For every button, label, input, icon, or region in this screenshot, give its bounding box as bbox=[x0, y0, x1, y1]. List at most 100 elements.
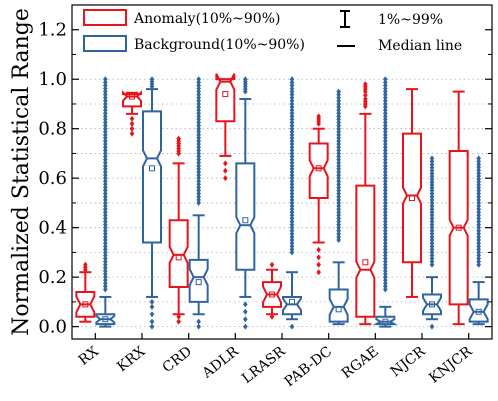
outlier-point bbox=[383, 218, 388, 225]
y-tick-label: 0.0 bbox=[38, 317, 67, 338]
outlier-point bbox=[336, 199, 341, 206]
outlier-point bbox=[336, 212, 341, 219]
legend: Anomaly(10%~90%) Background(10%~90%) 1%~… bbox=[83, 9, 462, 54]
outlier-point bbox=[383, 159, 388, 166]
outlier-point bbox=[383, 169, 388, 175]
outlier-point bbox=[383, 193, 388, 200]
outlier-point bbox=[289, 147, 295, 154]
outlier-point bbox=[336, 224, 341, 231]
outlier-point bbox=[476, 212, 481, 219]
outlier-point bbox=[223, 175, 228, 182]
outlier-point bbox=[196, 196, 201, 203]
outlier-point bbox=[336, 128, 341, 135]
outlier-point bbox=[289, 119, 295, 126]
outlier-point bbox=[103, 187, 108, 194]
outlier-point bbox=[383, 199, 388, 206]
outlier-point bbox=[103, 122, 108, 129]
outlier-point bbox=[289, 150, 295, 157]
outlier-point bbox=[103, 79, 108, 86]
outlier-point bbox=[103, 237, 108, 244]
outlier-point bbox=[289, 159, 295, 166]
outlier-point bbox=[103, 141, 108, 148]
outlier-point bbox=[383, 153, 388, 160]
y-tick-label: 0.4 bbox=[38, 218, 67, 239]
outlier-point bbox=[336, 94, 341, 101]
outlier-point bbox=[103, 240, 108, 247]
outlier-point bbox=[383, 203, 388, 210]
outlier-point bbox=[103, 175, 108, 182]
outlier-point bbox=[429, 255, 435, 262]
outlier-point bbox=[336, 206, 341, 213]
outlier-point bbox=[336, 119, 341, 126]
mean-marker bbox=[335, 306, 342, 313]
outlier-point bbox=[103, 206, 108, 213]
outlier-point bbox=[289, 212, 295, 219]
outlier-point bbox=[103, 261, 108, 268]
outlier-point bbox=[103, 196, 108, 203]
outlier-point bbox=[103, 94, 108, 101]
outlier-point bbox=[103, 227, 108, 234]
outlier-point bbox=[383, 107, 388, 114]
outlier-point bbox=[196, 153, 201, 160]
outlier-point bbox=[289, 240, 295, 247]
outlier-point bbox=[336, 147, 341, 154]
outlier-point bbox=[289, 79, 295, 86]
outlier-point bbox=[383, 76, 388, 83]
outlier-point bbox=[383, 206, 388, 213]
outlier-point bbox=[289, 100, 295, 107]
outlier-point bbox=[476, 209, 481, 216]
outlier-point bbox=[289, 138, 295, 145]
outlier-point bbox=[196, 178, 201, 185]
outlier-point bbox=[289, 221, 295, 228]
outlier-point bbox=[383, 267, 388, 274]
outlier-point bbox=[336, 125, 341, 132]
outlier-point bbox=[429, 218, 435, 225]
outlier-point bbox=[429, 261, 435, 268]
outlier-point bbox=[289, 230, 295, 237]
outlier-point bbox=[196, 104, 201, 111]
outlier-point bbox=[149, 298, 155, 305]
outlier-point bbox=[289, 85, 295, 92]
outlier-point bbox=[243, 323, 248, 330]
outlier-point bbox=[289, 203, 295, 210]
outlier-point bbox=[289, 162, 295, 169]
outlier-point bbox=[476, 199, 481, 206]
outlier-point bbox=[289, 131, 295, 138]
outlier-point bbox=[336, 113, 341, 120]
outlier-point bbox=[383, 249, 388, 256]
outlier-point bbox=[196, 172, 201, 179]
outlier-point bbox=[336, 150, 341, 157]
outlier-point bbox=[476, 261, 481, 268]
outlier-point bbox=[289, 172, 295, 179]
outlier-point bbox=[383, 277, 388, 284]
outlier-point bbox=[476, 193, 481, 200]
outlier-point bbox=[383, 215, 388, 222]
outlier-point bbox=[196, 323, 201, 330]
outlier-point bbox=[336, 237, 341, 244]
outlier-point bbox=[383, 246, 388, 253]
outlier-point bbox=[103, 280, 108, 287]
outlier-point bbox=[243, 76, 248, 83]
outlier-point bbox=[289, 122, 295, 129]
outlier-point bbox=[336, 175, 341, 182]
outlier-point bbox=[196, 97, 201, 104]
outlier-point bbox=[336, 233, 341, 240]
outlier-point bbox=[196, 116, 201, 123]
outlier-point bbox=[103, 159, 108, 166]
outlier-point bbox=[196, 131, 201, 138]
x-tick-label: ADLR bbox=[199, 343, 242, 382]
outlier-point bbox=[196, 134, 201, 141]
outlier-point bbox=[429, 224, 435, 231]
outlier-point bbox=[196, 110, 201, 117]
anomaly-box bbox=[402, 88, 422, 298]
outlier-point bbox=[289, 249, 295, 256]
outlier-point bbox=[336, 138, 341, 145]
outlier-point bbox=[103, 169, 108, 175]
outlier-point bbox=[103, 119, 108, 126]
outlier-point bbox=[103, 264, 108, 271]
outlier-point bbox=[429, 199, 435, 206]
outlier-point bbox=[383, 150, 388, 157]
outlier-point bbox=[103, 107, 108, 114]
outlier-point bbox=[476, 249, 481, 256]
mean-marker bbox=[149, 165, 155, 172]
